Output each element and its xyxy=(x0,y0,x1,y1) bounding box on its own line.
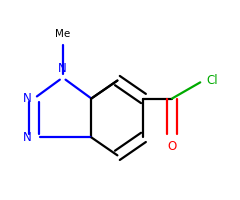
Text: N: N xyxy=(58,62,67,75)
Text: O: O xyxy=(168,140,177,153)
Text: Cl: Cl xyxy=(206,74,218,87)
Text: Me: Me xyxy=(55,29,70,39)
Text: N: N xyxy=(23,131,31,144)
Text: N: N xyxy=(23,92,31,105)
